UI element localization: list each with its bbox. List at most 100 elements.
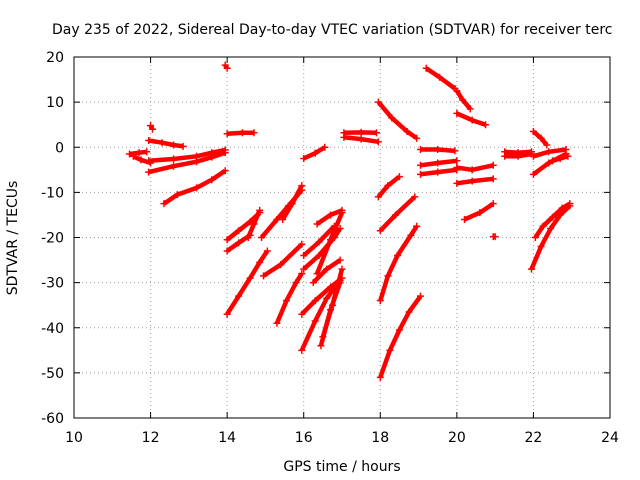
data-point — [491, 233, 499, 241]
data-point — [246, 274, 254, 282]
data-point — [158, 139, 166, 147]
data-point — [466, 105, 474, 113]
data-point — [221, 167, 229, 175]
data-point — [323, 294, 331, 302]
data-point — [566, 202, 574, 210]
data-point — [145, 136, 153, 144]
x-tick-label: 24 — [601, 430, 619, 446]
data-point — [328, 301, 336, 309]
data-point — [453, 109, 461, 117]
data-point — [179, 142, 187, 150]
data-point — [413, 222, 421, 230]
data-point — [529, 152, 537, 160]
data-point — [282, 297, 290, 305]
data-point — [407, 231, 415, 239]
data-point — [543, 141, 551, 149]
data-point — [147, 122, 155, 130]
data-point — [374, 98, 382, 106]
data-point — [434, 168, 442, 176]
data-point — [323, 265, 331, 273]
data-point — [235, 239, 243, 247]
data-point — [434, 159, 442, 167]
x-tick-label: 18 — [371, 430, 389, 446]
y-tick-label: -50 — [41, 366, 64, 382]
data-point — [394, 252, 402, 260]
data-point — [223, 130, 231, 138]
data-series-30 — [376, 100, 418, 141]
data-series-16 — [274, 272, 304, 325]
data-point — [273, 319, 281, 327]
data-point — [300, 155, 308, 163]
data-point — [453, 157, 461, 165]
y-tick-label: -10 — [41, 185, 64, 201]
data-point — [529, 127, 537, 135]
data-point — [170, 162, 178, 170]
data-point — [244, 234, 252, 241]
data-point — [193, 184, 201, 192]
data-point — [223, 310, 231, 318]
data-point — [300, 252, 308, 260]
data-point — [411, 193, 419, 201]
data-point — [514, 152, 522, 160]
x-tick-label: 12 — [142, 430, 160, 446]
data-point — [468, 116, 476, 124]
data-point — [489, 200, 497, 208]
data-point — [317, 342, 325, 350]
data-point — [256, 206, 264, 214]
x-tick-label: 22 — [525, 430, 543, 446]
data-point — [126, 150, 134, 158]
data-point — [235, 227, 243, 235]
data-point — [374, 138, 382, 146]
data-point — [160, 200, 168, 208]
data-point — [372, 129, 380, 137]
data-point — [137, 156, 145, 164]
data-point — [298, 270, 306, 278]
data-point — [311, 317, 319, 325]
y-tick-label: -60 — [41, 411, 64, 427]
data-point — [135, 149, 143, 157]
data-point — [170, 155, 178, 163]
data-point — [327, 236, 335, 244]
data-point — [529, 170, 537, 178]
data-point — [413, 134, 421, 142]
data-point — [451, 147, 459, 155]
data-point — [549, 213, 557, 221]
data-point — [416, 170, 424, 178]
data-point — [319, 333, 327, 341]
data-point — [545, 159, 553, 167]
y-tick-label: -30 — [41, 276, 64, 292]
data-point — [300, 265, 308, 273]
data-point — [556, 155, 564, 163]
data-point — [208, 153, 216, 161]
data-point — [277, 261, 285, 269]
data-point — [395, 173, 403, 181]
data-point — [311, 297, 319, 305]
data-point — [434, 146, 442, 154]
data-point — [235, 292, 243, 300]
data-point — [250, 129, 258, 137]
data-point — [422, 64, 430, 72]
data-point — [338, 206, 346, 214]
data-point — [537, 134, 545, 142]
x-tick-label: 10 — [65, 430, 83, 446]
data-point — [315, 252, 323, 260]
data-point — [403, 127, 411, 135]
data-point — [388, 114, 396, 122]
data-point — [260, 272, 268, 280]
data-point — [468, 166, 476, 174]
data-point — [315, 238, 323, 246]
data-point — [340, 133, 348, 141]
data-point — [143, 148, 151, 156]
data-point — [357, 128, 365, 136]
data-point — [145, 168, 153, 176]
data-point — [416, 146, 424, 154]
data-point — [453, 87, 461, 95]
x-tick-label: 16 — [295, 430, 313, 446]
data-point — [384, 272, 392, 280]
y-tick-label: -40 — [41, 321, 64, 337]
data-point — [374, 193, 382, 201]
data-point — [539, 222, 547, 230]
data-point — [298, 346, 306, 354]
data-series-4 — [148, 138, 184, 149]
data-point — [258, 234, 266, 241]
